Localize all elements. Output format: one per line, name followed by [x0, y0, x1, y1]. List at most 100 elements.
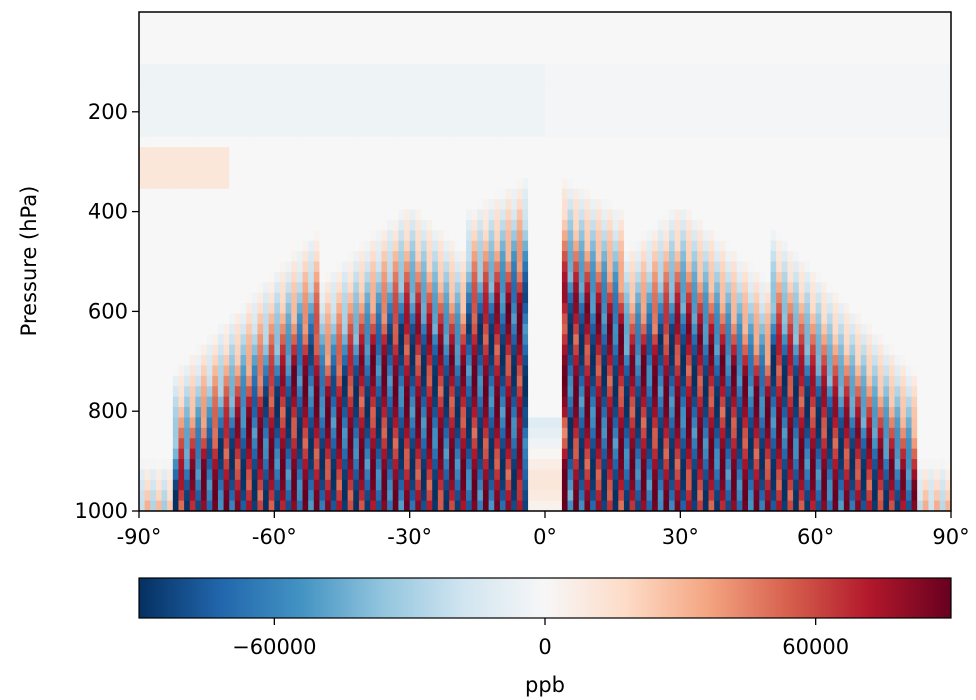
heatmap-cell	[420, 95, 427, 106]
heatmap-cell	[370, 261, 377, 273]
heatmap-cell	[381, 199, 388, 210]
heatmap-cell	[471, 334, 478, 346]
heatmap-cell	[601, 199, 608, 210]
heatmap-cell	[167, 63, 174, 75]
heatmap-cell	[279, 32, 287, 44]
heatmap-cell	[313, 136, 320, 148]
heatmap-cell	[167, 188, 174, 200]
heatmap-cell	[246, 43, 253, 54]
heatmap-cell	[201, 323, 208, 335]
heatmap-cell	[217, 53, 224, 65]
heatmap-cell	[392, 313, 399, 325]
heatmap-cell	[561, 271, 568, 283]
heatmap-cell	[635, 427, 642, 439]
heatmap-cell	[364, 230, 371, 242]
heatmap-cell	[522, 500, 529, 512]
heatmap-cell	[697, 386, 704, 398]
heatmap-cell	[308, 167, 315, 179]
heatmap-cell	[669, 251, 676, 262]
heatmap-cell	[533, 12, 540, 23]
heatmap-cell	[398, 84, 405, 96]
heatmap-cell	[375, 251, 382, 262]
heatmap-cell	[364, 105, 371, 117]
heatmap-cell	[640, 500, 647, 512]
heatmap-cell	[635, 22, 642, 34]
heatmap-cell	[618, 313, 625, 325]
heatmap-cell	[212, 427, 219, 439]
heatmap-cell	[443, 500, 450, 512]
heatmap-cell	[528, 334, 535, 346]
heatmap-cell	[590, 375, 597, 387]
heatmap-cell	[381, 209, 388, 221]
heatmap-cell	[488, 219, 495, 231]
heatmap-cell	[460, 407, 467, 418]
heatmap-cell	[150, 375, 157, 387]
heatmap-cell	[460, 479, 467, 491]
heatmap-cell	[539, 438, 546, 450]
heatmap-cell	[460, 427, 467, 439]
heatmap-cell	[640, 178, 647, 190]
heatmap-cell	[561, 365, 568, 377]
heatmap-cell	[285, 230, 292, 242]
heatmap-cell	[358, 115, 365, 127]
heatmap-cell	[539, 84, 546, 96]
heatmap-cell	[437, 105, 444, 117]
heatmap-cell	[669, 74, 676, 86]
heatmap-cell	[398, 157, 405, 169]
heatmap-cell	[556, 365, 563, 377]
heatmap-cell	[201, 355, 208, 366]
heatmap-cell	[522, 396, 529, 408]
heatmap-cell	[618, 365, 625, 377]
heatmap-cell	[144, 396, 151, 408]
heatmap-cell	[618, 344, 625, 356]
heatmap-cell	[556, 469, 563, 481]
heatmap-cell	[697, 188, 704, 200]
heatmap-cell	[590, 469, 597, 481]
heatmap-cell	[567, 230, 574, 242]
heatmap-cell	[234, 459, 241, 470]
heatmap-cell	[336, 355, 343, 366]
heatmap-cell	[387, 178, 394, 190]
heatmap-cell	[674, 438, 681, 450]
heatmap-cell	[466, 178, 473, 190]
heatmap-cell	[415, 53, 422, 65]
heatmap-cell	[708, 271, 715, 283]
heatmap-cell	[556, 22, 563, 34]
heatmap-cell	[155, 240, 162, 252]
heatmap-cell	[674, 63, 681, 75]
heatmap-cell	[623, 22, 630, 34]
heatmap-cell	[426, 365, 433, 377]
heatmap-cell	[466, 53, 473, 65]
heatmap-cell	[263, 407, 270, 418]
heatmap-cell	[415, 230, 422, 242]
heatmap-cell	[358, 386, 365, 398]
heatmap-cell	[291, 53, 298, 65]
heatmap-cell	[364, 375, 371, 387]
heatmap-cell	[618, 407, 625, 418]
heatmap-cell	[296, 292, 303, 304]
heatmap-cell	[347, 334, 354, 346]
heatmap-cell	[482, 448, 490, 460]
heatmap-cell	[697, 448, 704, 460]
heatmap-cell	[595, 469, 602, 481]
heatmap-cell	[246, 344, 253, 356]
heatmap-cell	[358, 438, 365, 450]
heatmap-cell	[161, 323, 168, 335]
heatmap-cell	[657, 136, 664, 148]
heatmap-cell	[296, 22, 303, 34]
heatmap-cell	[477, 219, 484, 231]
heatmap-cell	[499, 334, 506, 346]
heatmap-cell	[702, 199, 709, 210]
heatmap-cell	[680, 407, 687, 418]
heatmap-cell	[336, 396, 343, 408]
heatmap-cell	[251, 178, 258, 190]
heatmap-cell	[607, 199, 614, 210]
heatmap-cell	[482, 188, 490, 200]
heatmap-cell	[505, 365, 512, 377]
heatmap-cell	[313, 334, 320, 346]
heatmap-cell	[257, 417, 264, 429]
heatmap-cell	[223, 157, 230, 169]
heatmap-cell	[353, 147, 360, 158]
heatmap-cell	[274, 63, 281, 75]
heatmap-cell	[505, 147, 512, 158]
